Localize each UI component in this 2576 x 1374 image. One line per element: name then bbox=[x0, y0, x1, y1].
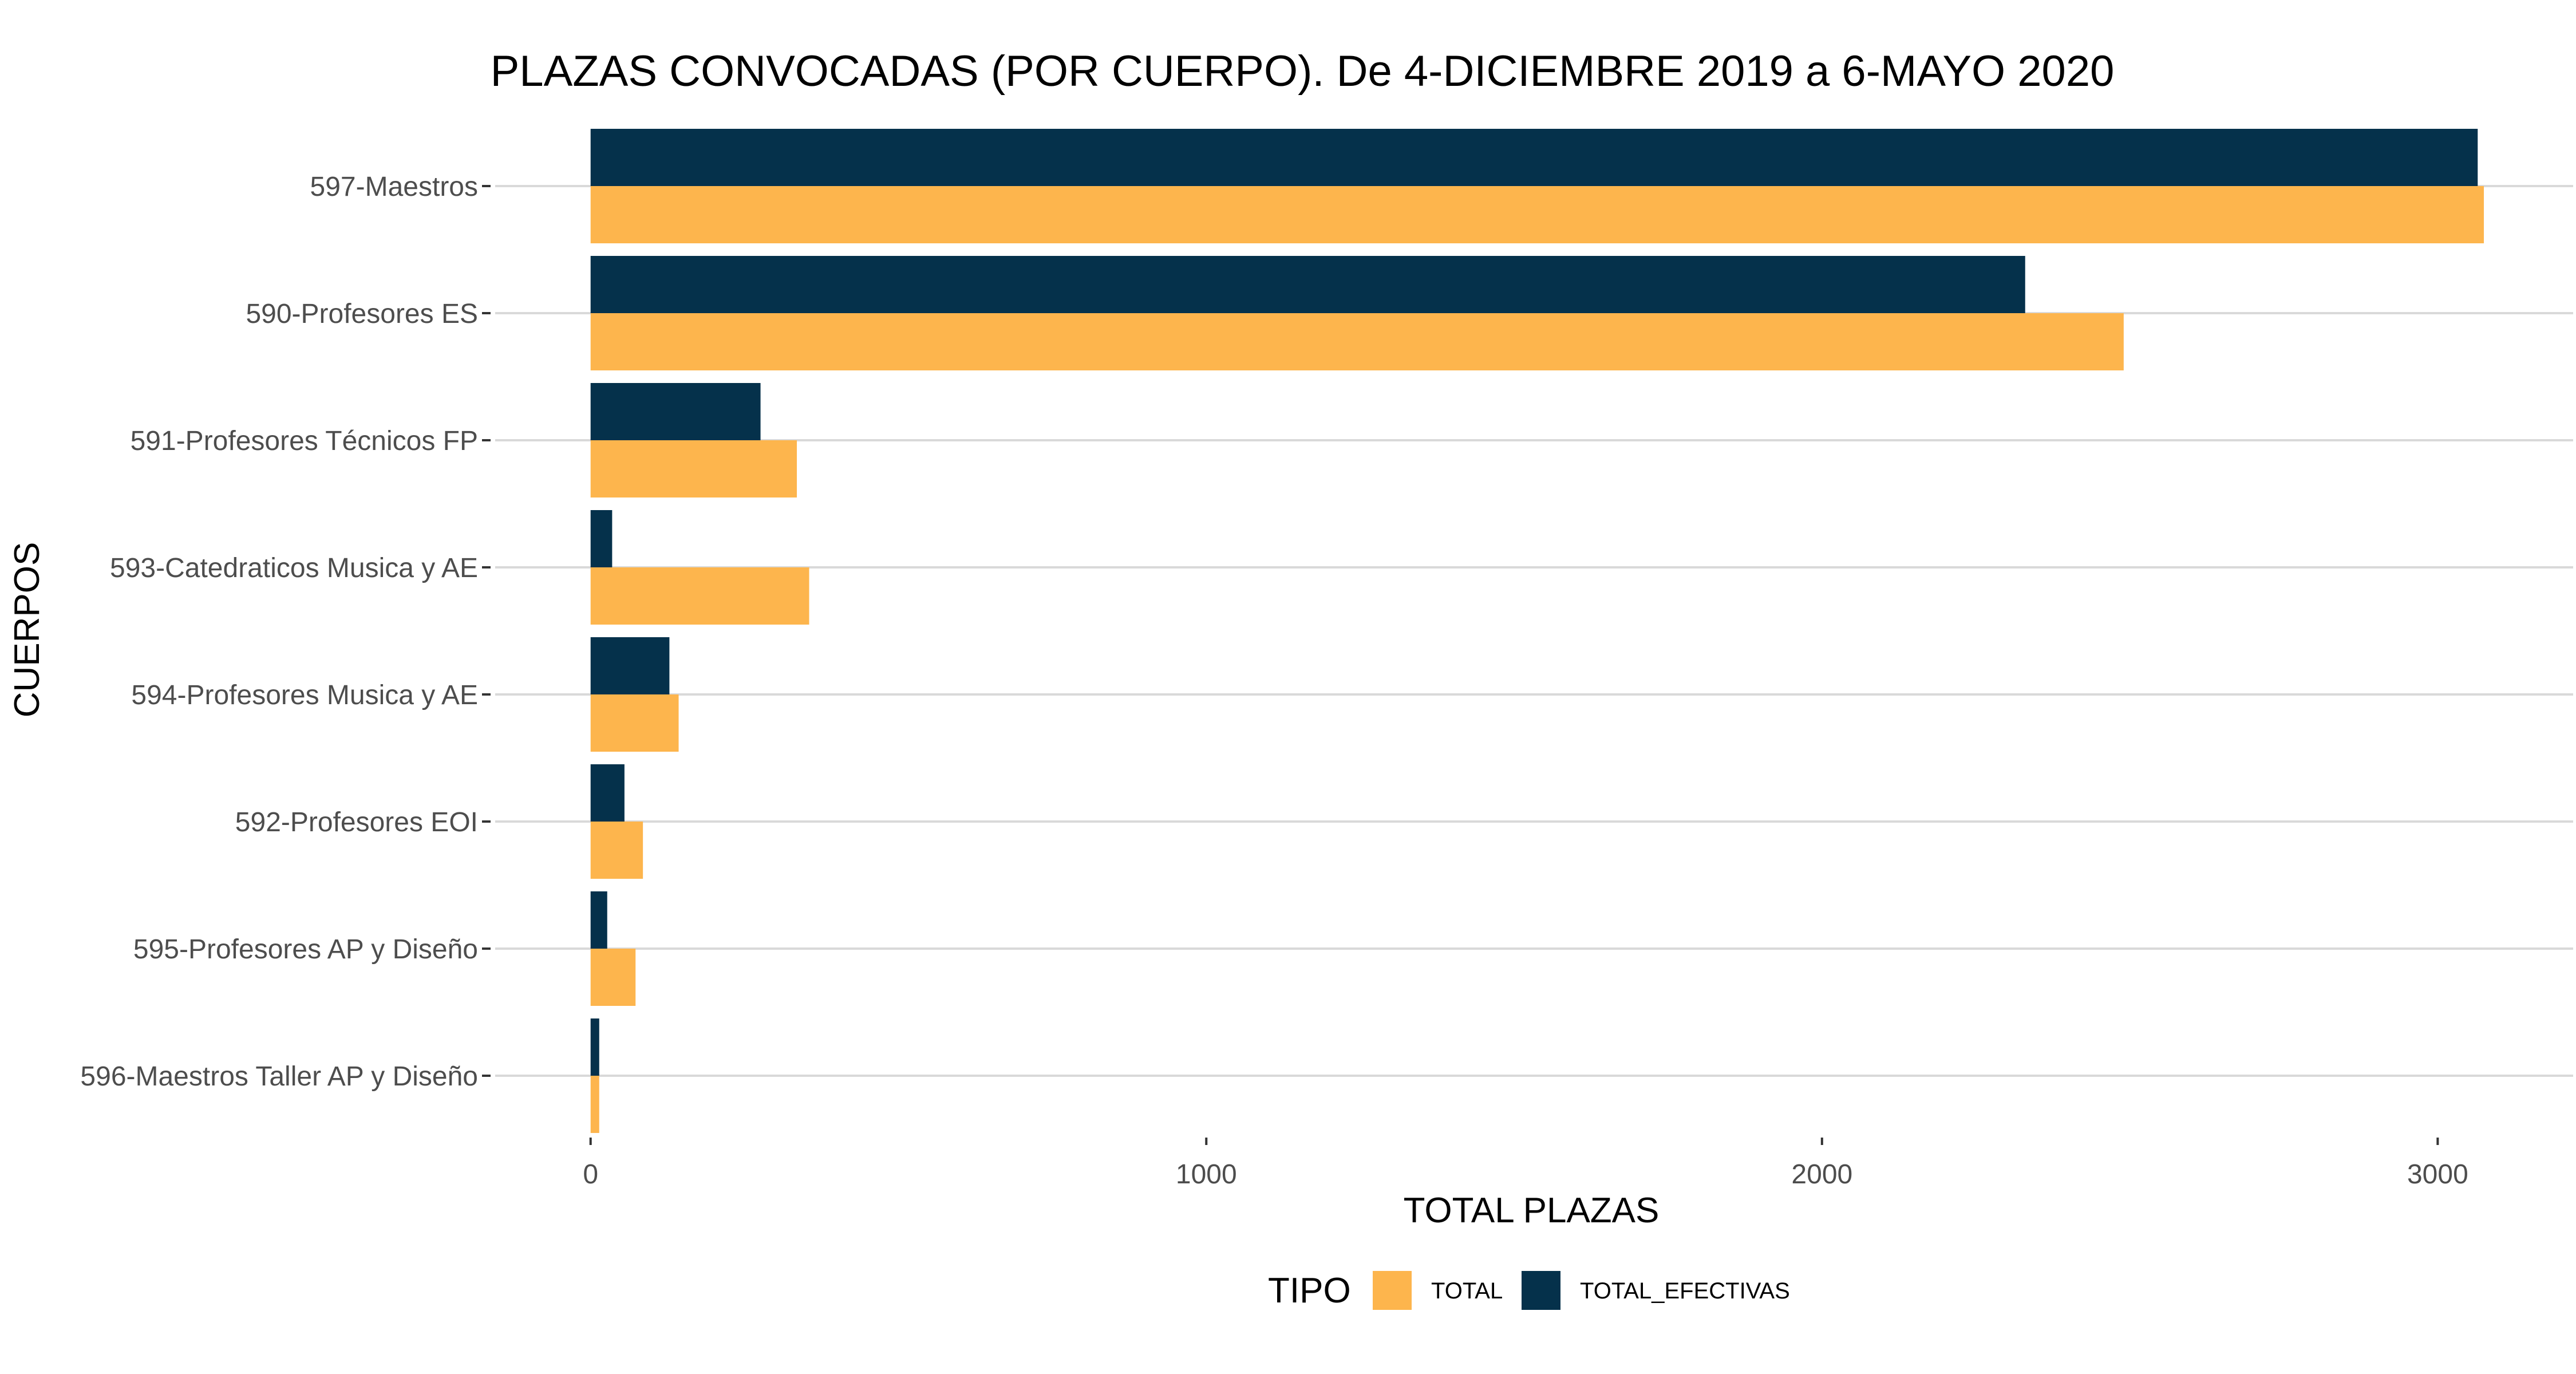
bar-total-591-profesores-tecnicos-fp bbox=[590, 440, 797, 498]
bar-total-597-maestros bbox=[590, 186, 2484, 243]
bar-total-590-profesores-es bbox=[590, 313, 2124, 370]
y-axis-title: CUERPOS bbox=[7, 542, 47, 718]
bar-total-efectivas-593-catedraticos-musica-y-ae bbox=[590, 510, 613, 567]
x-tick-label: 2000 bbox=[1791, 1159, 1852, 1190]
x-tick-label: 0 bbox=[583, 1159, 598, 1190]
y-tick-label: 590-Profesores ES bbox=[246, 299, 478, 329]
x-axis-ticks: 0 1000 2000 3000 bbox=[583, 1138, 2468, 1190]
bar-total-efectivas-597-maestros bbox=[590, 129, 2478, 186]
y-tick-label: 591-Profesores Técnicos FP bbox=[131, 426, 478, 456]
bar-total-efectivas-596-maestros-taller-ap-y-diseno bbox=[590, 1018, 599, 1076]
chart-title: PLAZAS CONVOCADAS (POR CUERPO). De 4-DIC… bbox=[491, 47, 2115, 96]
bar-total-596-maestros-taller-ap-y-diseno bbox=[590, 1076, 599, 1133]
y-tick-label: 596-Maestros Taller AP y Diseño bbox=[80, 1061, 478, 1092]
legend-label-total: TOTAL bbox=[1431, 1278, 1503, 1304]
x-tick-label: 3000 bbox=[2407, 1159, 2468, 1190]
bar-total-efectivas-595-profesores-ap-y-diseno bbox=[590, 891, 607, 949]
legend-label-total-efectivas: TOTAL_EFECTIVAS bbox=[1580, 1278, 1790, 1304]
y-tick-label: 595-Profesores AP y Diseño bbox=[133, 934, 478, 965]
bar-total-efectivas-594-profesores-musica-y-ae bbox=[590, 637, 670, 694]
bar-total-592-profesores-eoi bbox=[590, 822, 643, 879]
y-tick-label: 597-Maestros bbox=[310, 172, 478, 202]
y-tick-label: 592-Profesores EOI bbox=[235, 807, 478, 838]
y-tick-label: 594-Profesores Musica y AE bbox=[131, 680, 478, 710]
legend-title: TIPO bbox=[1268, 1271, 1351, 1310]
y-tick-label: 593-Catedraticos Musica y AE bbox=[110, 553, 478, 583]
bars bbox=[590, 129, 2484, 1133]
bar-total-593-catedraticos-musica-y-ae bbox=[590, 567, 809, 625]
y-axis-ticks: 597-Maestros 590-Profesores ES 591-Profeso… bbox=[80, 172, 491, 1092]
bar-total-efectivas-592-profesores-eoi bbox=[590, 764, 625, 822]
x-tick-label: 1000 bbox=[1176, 1159, 1237, 1190]
legend-swatch-total-efectivas bbox=[1522, 1271, 1560, 1310]
bar-total-595-profesores-ap-y-diseno bbox=[590, 949, 636, 1006]
bar-total-594-profesores-musica-y-ae bbox=[590, 694, 679, 752]
legend-swatch-total bbox=[1373, 1271, 1412, 1310]
bar-total-efectivas-591-profesores-tecnicos-fp bbox=[590, 383, 761, 440]
x-axis-title: TOTAL PLAZAS bbox=[1404, 1191, 1660, 1230]
legend: TIPO TOTAL TOTAL_EFECTIVAS bbox=[1268, 1271, 1790, 1310]
bar-total-efectivas-590-profesores-es bbox=[590, 256, 2025, 313]
